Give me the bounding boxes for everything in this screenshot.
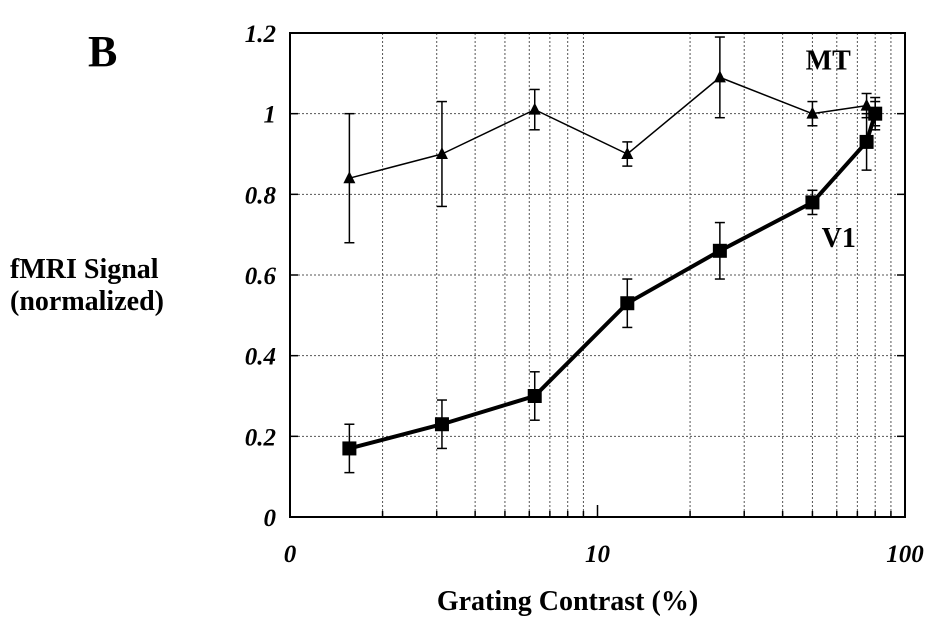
- data-point-V1: [859, 134, 874, 149]
- series-line-V1: [348, 113, 878, 451]
- y-axis-label-line-2: (normalized): [10, 286, 164, 317]
- x-tick-label: 100: [886, 541, 924, 568]
- y-axis-label-line-1: fMRI Signal: [10, 254, 159, 285]
- series-line-MT: [349, 76, 876, 179]
- data-point-V1: [434, 417, 449, 432]
- data-point-MT: [435, 147, 448, 159]
- panel-label: B: [88, 27, 118, 76]
- x-axis-label: Grating Contrast (%): [436, 586, 699, 617]
- data-point-V1: [620, 296, 635, 311]
- grid-lines: [290, 33, 905, 517]
- series-layer: MT V1: [342, 36, 883, 474]
- x-tick-label: 10: [585, 541, 611, 568]
- data-point-MT: [528, 102, 541, 115]
- data-point-MT: [713, 70, 726, 83]
- y-tick-label: 0.2: [245, 424, 276, 451]
- data-point-V1: [868, 106, 883, 121]
- y-axis-label: fMRI Signal (normalized): [10, 254, 164, 318]
- data-point-V1: [527, 389, 542, 403]
- series-label-V1: V1: [822, 223, 856, 254]
- plot-frame: [289, 32, 906, 518]
- series-label-MT: MT: [806, 45, 851, 76]
- y-tick-label: 0.6: [245, 263, 277, 290]
- data-point-MT: [343, 171, 356, 184]
- y-tick-label: 0.4: [245, 344, 276, 371]
- y-tick-label: 1: [264, 102, 277, 129]
- data-point-V1: [805, 195, 820, 210]
- y-tick-label: 0: [264, 505, 277, 532]
- data-point-MT: [621, 147, 634, 159]
- y-tick-label: 0.8: [245, 182, 277, 209]
- y-tick-label: 1.2: [245, 21, 276, 48]
- data-point-MT: [806, 106, 819, 119]
- data-point-V1: [712, 243, 727, 258]
- tick-labels: 0 0.2 0.4 0.6 0.8 1 1.2 0 10 100: [245, 21, 925, 568]
- data-point-V1: [342, 441, 357, 456]
- x-tick-label: 0: [284, 541, 297, 568]
